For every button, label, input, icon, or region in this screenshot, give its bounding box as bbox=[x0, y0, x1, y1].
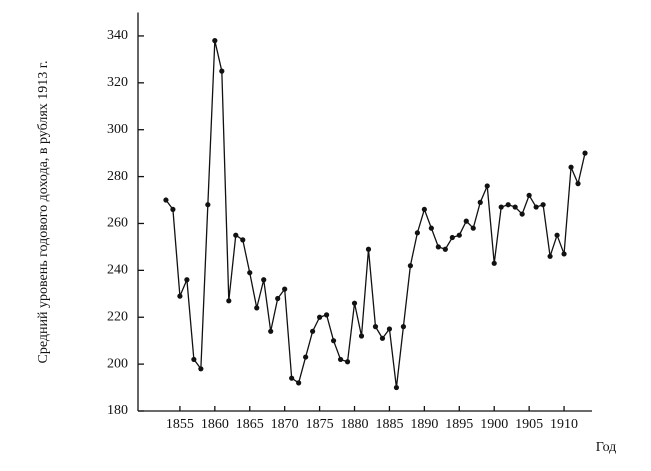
data-point bbox=[240, 237, 246, 243]
data-point bbox=[456, 232, 462, 238]
x-tick-label: 1865 bbox=[236, 417, 264, 432]
data-point bbox=[358, 333, 365, 339]
data-point bbox=[533, 204, 539, 210]
data-point bbox=[254, 305, 260, 311]
x-axis-label: Год bbox=[596, 440, 617, 455]
data-point bbox=[372, 324, 379, 330]
data-point bbox=[568, 164, 574, 170]
data-point bbox=[337, 356, 344, 363]
x-tick-label: 1900 bbox=[480, 417, 508, 432]
data-point bbox=[268, 328, 274, 334]
data-point bbox=[261, 277, 267, 283]
y-tick-label: 300 bbox=[107, 122, 128, 137]
data-point bbox=[575, 181, 581, 187]
data-point bbox=[386, 326, 393, 332]
data-point bbox=[184, 277, 190, 283]
x-tick-label: 1910 bbox=[550, 417, 578, 432]
data-point bbox=[484, 183, 490, 189]
data-point bbox=[247, 270, 253, 276]
data-point bbox=[526, 192, 532, 198]
data-point bbox=[275, 295, 281, 302]
y-tick-label: 240 bbox=[107, 263, 128, 278]
data-point bbox=[435, 244, 441, 250]
data-point bbox=[442, 246, 448, 252]
x-tick-label: 1855 bbox=[166, 417, 194, 432]
data-point bbox=[449, 234, 455, 241]
x-tick-label: 1885 bbox=[375, 417, 403, 432]
data-point bbox=[351, 300, 358, 306]
x-tick-label: 1905 bbox=[515, 417, 543, 432]
y-tick-label: 260 bbox=[107, 216, 128, 231]
data-point bbox=[177, 293, 183, 299]
data-point bbox=[512, 204, 518, 210]
data-point bbox=[303, 354, 309, 360]
data-point bbox=[170, 206, 176, 213]
x-tick-label: 1860 bbox=[201, 417, 229, 432]
data-point bbox=[498, 204, 504, 210]
data-point bbox=[233, 232, 239, 238]
data-point bbox=[407, 263, 413, 269]
data-point bbox=[282, 286, 288, 292]
data-point bbox=[219, 68, 225, 74]
x-tick-label: 1895 bbox=[445, 417, 473, 432]
data-point bbox=[470, 225, 476, 231]
data-point bbox=[289, 375, 295, 381]
y-tick-label: 180 bbox=[107, 403, 128, 418]
data-point bbox=[226, 298, 232, 304]
data-point bbox=[393, 384, 400, 391]
data-point bbox=[310, 328, 316, 334]
x-tick-label: 1870 bbox=[271, 417, 299, 432]
data-point bbox=[330, 338, 337, 344]
x-tick-label: 1875 bbox=[306, 417, 334, 432]
data-point bbox=[205, 202, 211, 208]
data-point bbox=[323, 312, 330, 318]
y-tick-label: 280 bbox=[107, 169, 128, 184]
data-point bbox=[344, 359, 351, 365]
data-point bbox=[317, 314, 323, 320]
y-axis-label: Средний уровень годового дохода, в рубля… bbox=[36, 61, 51, 364]
x-tick-label: 1890 bbox=[410, 417, 438, 432]
y-tick-label: 320 bbox=[107, 75, 128, 90]
data-point bbox=[400, 324, 407, 330]
data-point bbox=[212, 38, 218, 44]
data-point bbox=[505, 202, 511, 208]
data-point bbox=[163, 197, 169, 203]
data-point bbox=[414, 230, 420, 236]
data-point bbox=[421, 206, 427, 213]
data-point bbox=[519, 211, 525, 217]
data-point bbox=[491, 260, 497, 266]
data-point bbox=[191, 356, 197, 363]
y-tick-label: 220 bbox=[107, 309, 128, 324]
data-point bbox=[463, 218, 469, 224]
data-point bbox=[547, 253, 553, 259]
data-point bbox=[540, 202, 546, 208]
data-point bbox=[296, 380, 302, 386]
data-point bbox=[554, 232, 560, 238]
y-tick-label: 200 bbox=[107, 356, 128, 371]
x-tick-label: 1880 bbox=[341, 417, 369, 432]
data-point bbox=[561, 251, 567, 257]
data-point bbox=[379, 335, 386, 341]
data-point bbox=[198, 366, 204, 372]
data-point bbox=[582, 150, 588, 156]
data-point bbox=[477, 199, 483, 205]
data-point bbox=[428, 225, 434, 231]
data-point bbox=[365, 246, 372, 252]
y-tick-label: 340 bbox=[107, 28, 128, 43]
